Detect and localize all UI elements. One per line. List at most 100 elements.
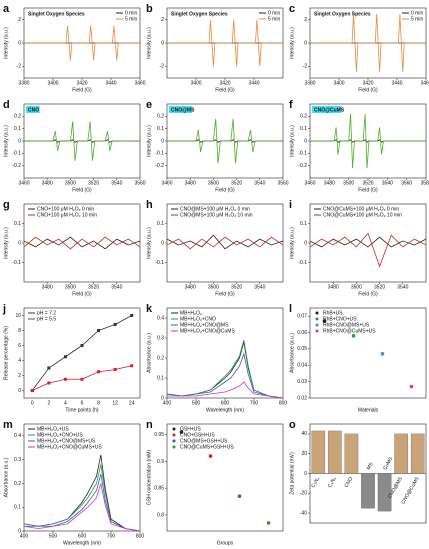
y-tick-label: 0 [18, 528, 21, 534]
x-tick-label: 24 [129, 400, 135, 406]
x-tick-label: 3520 [88, 180, 99, 186]
panel-label: l [289, 303, 292, 315]
plot-frame [166, 423, 284, 532]
x-tick-label: 3460 [420, 80, 429, 86]
legend-label: MB+H₂O₂+US [37, 426, 69, 432]
series-line [309, 232, 427, 268]
x-axis-label: Wavelength (nm) [206, 407, 244, 413]
legend-label: CNO@MS+100 μM H₂O₂ 0 min [180, 206, 250, 212]
panel-label: o [289, 419, 296, 431]
x-axis-label: Field (G) [72, 187, 92, 193]
point [47, 381, 51, 385]
legend-label: MB+H₂O₂+CNO@MS+US [37, 438, 96, 444]
x-tick-label: C₃N₅ [327, 476, 338, 489]
legend-label: CNO@CuMS+GSH+US [180, 444, 234, 450]
x-axis-label: Field (G) [358, 291, 378, 297]
x-axis-label: Groups [217, 540, 234, 546]
point [113, 323, 117, 326]
bar [311, 430, 326, 474]
x-tick-label: 3460 [304, 180, 315, 186]
y-tick-label: 0.06 [297, 330, 307, 336]
x-tick-label: 3580 [420, 180, 429, 186]
legend-label: MB+H₂O₂+CNO@CuMS [180, 328, 235, 334]
legend-label: 0 min [411, 10, 423, 16]
panel-label: k [146, 303, 153, 315]
x-tick-label: 500 [49, 533, 58, 539]
y-tick-label: 4 [18, 358, 21, 364]
y-tick-label: 0.03 [297, 379, 307, 385]
x-tick-label: 3540 [254, 284, 265, 290]
x-tick-label: CuMS [382, 456, 394, 472]
point [63, 355, 67, 359]
x-axis-label: Materials [358, 407, 379, 413]
panel-label: d [3, 99, 10, 111]
y-tick-label: 40 [301, 431, 307, 437]
legend-label: MB+H₂O₂+CNO [180, 316, 216, 322]
legend-label: CNO@CuMS+100 μM H₂O₂ 10 min [323, 212, 402, 218]
y-tick-label: 0 [304, 240, 307, 246]
y-tick-label: 2 [161, 17, 164, 23]
point [237, 494, 242, 499]
x-tick-label: 3380 [304, 80, 315, 86]
y-axis-label: Intensity (a.u.) [146, 27, 152, 59]
y-axis-label: Intensity (a.u.) [3, 125, 9, 157]
title-highlight [26, 106, 40, 113]
series-line [23, 454, 141, 532]
y-tick-label: 0.95 [154, 432, 164, 438]
x-tick-label: 3400 [190, 80, 201, 86]
panel: n 0.8 0.85 0.9 0.95 GSH concentration (mM) Gro… [146, 419, 284, 546]
y-tick-label: 0 [161, 395, 164, 401]
legend-label: CNO@CuMS+100 μM H₂O₂ 0 min [323, 206, 399, 212]
x-tick-label: 3480 [328, 284, 339, 290]
y-axis-label: Intensity (a.u.) [146, 125, 152, 157]
y-axis-label: Release percentage (%) [3, 326, 9, 380]
legend-label: CNO@MS+GSH+US [180, 438, 228, 444]
y-tick-label: 0.1 [300, 126, 307, 132]
x-tick-label: 3500 [208, 284, 219, 290]
panel: a -2 0 2 Intensity (a.u.) Field (G) 3380 3400 34… [3, 3, 146, 93]
y-tick-label: 0 [161, 240, 164, 246]
x-axis-label: Time points (h) [65, 407, 98, 413]
y-tick-label: 0.1 [157, 375, 164, 381]
legend-label: MB+H₂O₂+CNO@MS [180, 322, 229, 328]
panel-label: g [3, 199, 10, 211]
x-tick-label: 3540 [397, 284, 408, 290]
x-tick-label: 3520 [88, 284, 99, 290]
x-axis-label: Field (G) [358, 187, 378, 193]
x-tick-label: 3500 [65, 180, 76, 186]
x-tick-label: 3520 [374, 284, 385, 290]
x-tick-label: 3480 [42, 180, 53, 186]
panel: o -40 -20 0 20 40 Zeta potential (mV) C₃N₄ C₃N₅ C… [289, 419, 427, 524]
title-highlight [312, 106, 342, 113]
y-tick-label: 0.8 [157, 512, 164, 518]
x-axis-label: Field (G) [72, 291, 92, 297]
y-tick-label: -0.2 [155, 163, 164, 169]
x-tick-label: 3480 [185, 180, 196, 186]
y-tick-label: 20 [301, 451, 307, 457]
panel: c -2 0 2 Intensity (a.u.) Field (G) 3380 3400 34… [289, 3, 429, 93]
y-tick-label: 0 [18, 240, 21, 246]
series-line [310, 113, 426, 169]
legend-label: CNO+GSH+US [180, 432, 215, 438]
point [47, 366, 51, 370]
point [97, 370, 101, 374]
x-tick-label: 800 [279, 400, 288, 406]
panel-title: CNO@MS [171, 107, 195, 113]
x-tick-label: 3540 [111, 180, 122, 186]
y-tick-label: -2 [17, 64, 22, 70]
point [409, 384, 414, 389]
series-line [310, 13, 426, 73]
y-tick-label: 0 [18, 388, 21, 394]
point [80, 377, 84, 381]
panel-label: m [3, 419, 13, 431]
point [179, 430, 184, 434]
y-tick-label: 0.04 [297, 363, 307, 369]
x-tick-label: C₃N₄ [310, 476, 321, 489]
x-tick-label: 6 [81, 400, 84, 406]
x-tick-label: 3400 [47, 80, 58, 86]
legend-marker [315, 311, 319, 315]
y-tick-label: -0.1 [298, 260, 307, 266]
panel: h -0.1 0 0.1 Intensity (a.u.) Field (G) 3480 35… [146, 199, 284, 297]
y-tick-label: 8 [18, 328, 21, 334]
panel-title: Singlet Oxygen Species [171, 11, 228, 17]
